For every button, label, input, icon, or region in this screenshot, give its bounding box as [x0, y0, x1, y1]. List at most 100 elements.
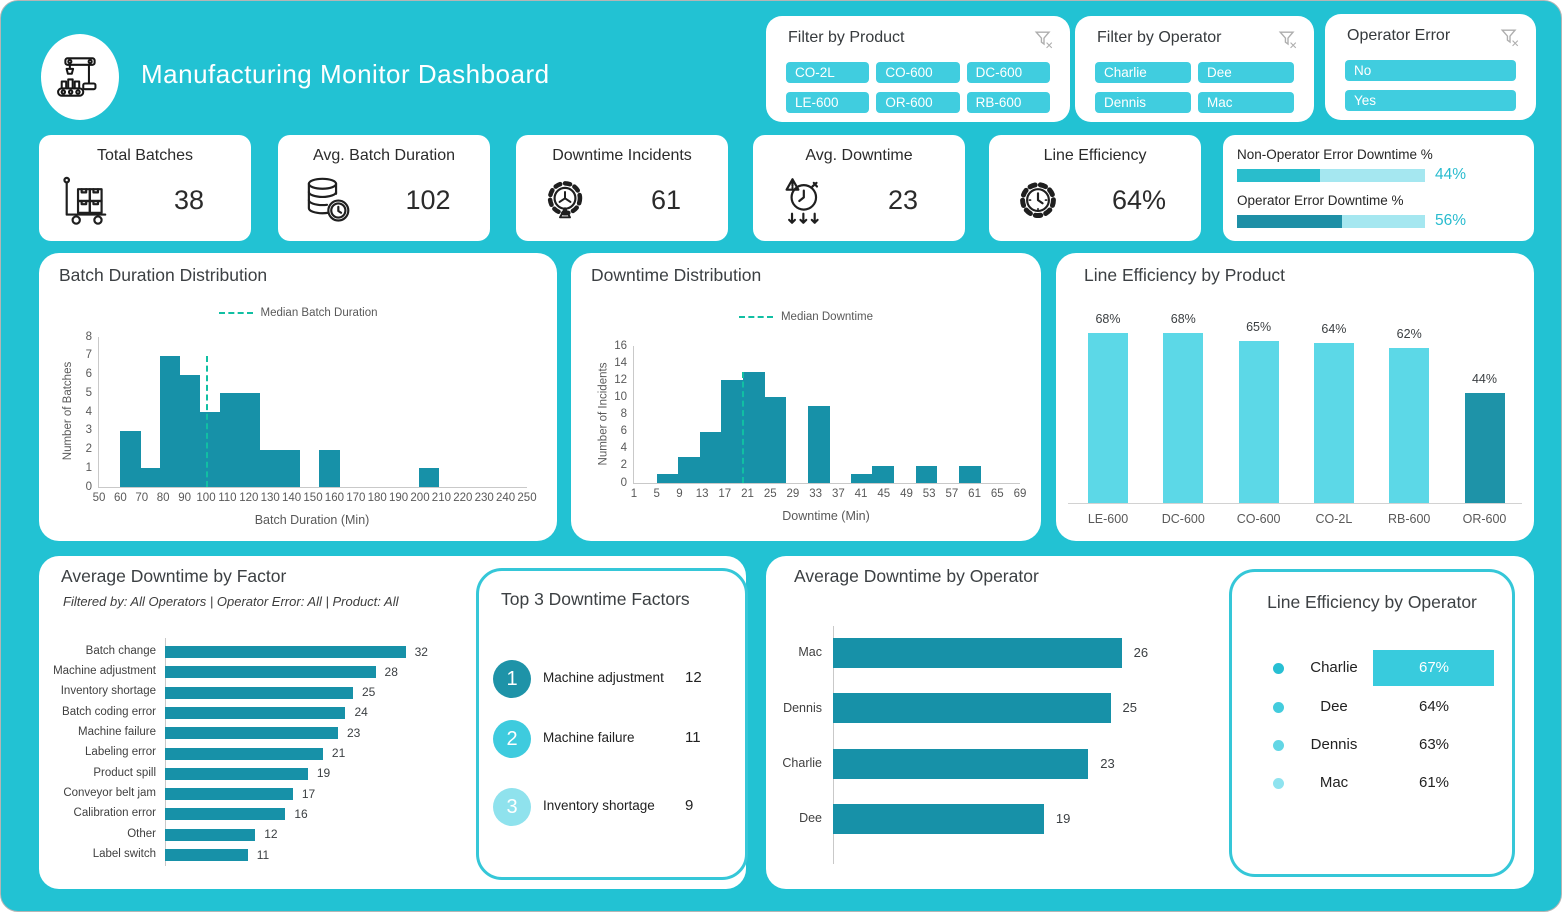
histogram-bar[interactable]	[764, 397, 787, 483]
bar-other[interactable]	[165, 828, 256, 841]
axis-tick-label: 10	[614, 390, 627, 403]
filter-context-subtitle: Filtered by: All Operators | Operator Er…	[63, 594, 399, 609]
panel-title: Line Efficiency by Operator	[1267, 592, 1477, 612]
bar-dennis[interactable]	[833, 693, 1111, 724]
bar-labeling-error[interactable]	[165, 747, 323, 760]
histogram-bar[interactable]	[180, 374, 201, 487]
histogram-bar[interactable]	[915, 465, 938, 483]
progress-track	[1237, 169, 1425, 182]
axis-tick-label: 1	[630, 488, 638, 500]
operator-dot	[1273, 739, 1284, 751]
bar-machine-adjustment[interactable]	[165, 666, 376, 679]
bar-LE-600[interactable]	[1088, 333, 1128, 503]
histogram-bar[interactable]	[219, 393, 241, 487]
axis-tick-label: 2	[620, 459, 627, 472]
bar-mac[interactable]	[833, 638, 1122, 668]
axis-tick-label: 53	[922, 488, 936, 500]
axis-tick-label: 130	[260, 492, 280, 504]
histogram-bar[interactable]	[239, 393, 260, 487]
bar-CO-2L[interactable]	[1313, 343, 1354, 503]
axis-tick-label: 7	[85, 349, 92, 362]
bar-dee[interactable]	[833, 804, 1044, 835]
bar-value-label: 16	[294, 806, 308, 821]
histogram-bar[interactable]	[140, 468, 161, 487]
filter-option-co-600[interactable]: CO-600	[876, 62, 960, 83]
filter-option-dc-600[interactable]: DC-600	[966, 62, 1050, 83]
bar-calibration-error[interactable]	[165, 808, 286, 821]
axis-category-label: CO-600	[1236, 512, 1281, 526]
axis-tick-label: 6	[620, 425, 627, 438]
filter-panel-operator: Filter by Operator Charlie Dee Dennis Mac	[1075, 16, 1314, 122]
axis-tick-label: 0	[85, 480, 92, 493]
filter-option-no[interactable]: No	[1345, 60, 1516, 81]
histogram-bar[interactable]	[120, 430, 141, 487]
bar-product-spill[interactable]	[165, 767, 308, 780]
histogram-bar[interactable]	[656, 474, 679, 483]
kpi-value: 23	[887, 185, 919, 215]
axis-tick-label: 17	[718, 488, 732, 500]
axis-tick-label: 16	[614, 339, 627, 352]
axis-category-label: CO-2L	[1315, 512, 1353, 526]
bar-value-label: 19	[316, 766, 331, 781]
histogram-bar[interactable]	[807, 405, 830, 483]
bar-RB-600[interactable]	[1389, 348, 1430, 503]
histogram-bar[interactable]	[958, 465, 981, 483]
gear-clock-icon	[1009, 172, 1067, 230]
bar-label-switch[interactable]	[165, 849, 248, 861]
clear-filter-icon[interactable]	[1033, 28, 1055, 50]
histogram-bar[interactable]	[872, 465, 895, 483]
clear-filter-icon[interactable]	[1277, 28, 1299, 50]
bar-conveyor-belt-jam[interactable]	[165, 788, 293, 801]
kpi-card-downtime-incidents: Downtime Incidents 61	[516, 135, 728, 241]
filter-option-le-600[interactable]: LE-600	[786, 92, 870, 113]
bar-inventory-shortage[interactable]	[165, 686, 353, 699]
bar-value-label: 24	[354, 705, 368, 720]
filter-option-charlie[interactable]: Charlie	[1095, 62, 1191, 83]
median-line	[206, 355, 208, 487]
bar-batch-coding-error[interactable]	[165, 706, 346, 719]
histogram-bar[interactable]	[160, 355, 181, 487]
clear-filter-icon[interactable]	[1499, 26, 1521, 48]
histogram-bar[interactable]	[418, 468, 440, 487]
axis-tick-label: 61	[968, 488, 981, 500]
bar-CO-600[interactable]	[1238, 340, 1279, 503]
axis-category-label: DC-600	[1161, 512, 1205, 526]
filter-option-dee[interactable]: Dee	[1198, 62, 1294, 83]
bar-value-label: 23	[1100, 755, 1115, 771]
filter-option-co-2l[interactable]: CO-2L	[786, 62, 870, 83]
bar-DC-600[interactable]	[1163, 333, 1204, 503]
bar-batch-change[interactable]	[165, 646, 406, 658]
histogram-bar[interactable]	[259, 449, 280, 487]
filter-option-mac[interactable]: Mac	[1198, 92, 1294, 113]
operator-dot	[1273, 777, 1284, 789]
histogram-bar[interactable]	[678, 457, 701, 483]
histogram-bar[interactable]	[319, 449, 340, 487]
axis-tick-label: 29	[786, 488, 800, 500]
axis-tick-label: 150	[303, 492, 323, 504]
filter-option-or-600[interactable]: OR-600	[876, 92, 960, 113]
histogram-bar[interactable]	[850, 474, 873, 483]
histogram-bar[interactable]	[279, 449, 300, 487]
axis-tick-label: 1	[85, 461, 92, 474]
filter-option-dennis[interactable]: Dennis	[1095, 92, 1191, 113]
axis-tick-label: 8	[85, 330, 92, 343]
bar-OR-600[interactable]	[1464, 393, 1505, 503]
axis-category-label: Batch coding error	[62, 705, 156, 718]
filter-option-yes[interactable]: Yes	[1345, 90, 1516, 111]
histogram-bar[interactable]	[721, 380, 744, 483]
factor-label: Machine adjustment	[543, 670, 664, 685]
kpi-value: 61	[650, 185, 682, 215]
histogram-bar[interactable]	[742, 371, 765, 483]
histogram-bar[interactable]	[699, 431, 722, 483]
bar-charlie[interactable]	[833, 748, 1089, 779]
axis-tick-label: 230	[474, 492, 494, 504]
kpi-value: 64%	[1111, 185, 1167, 215]
bar-value-label: 32	[414, 644, 428, 659]
bar-machine-failure[interactable]	[165, 727, 338, 740]
axis-tick-label: 80	[156, 492, 170, 504]
histogram-bar[interactable]	[200, 412, 221, 487]
factory-robot-icon	[41, 34, 119, 120]
filter-option-rb-600[interactable]: RB-600	[966, 92, 1050, 113]
bar-value-label: 12	[264, 827, 278, 842]
split-value: 56%	[1435, 212, 1467, 229]
